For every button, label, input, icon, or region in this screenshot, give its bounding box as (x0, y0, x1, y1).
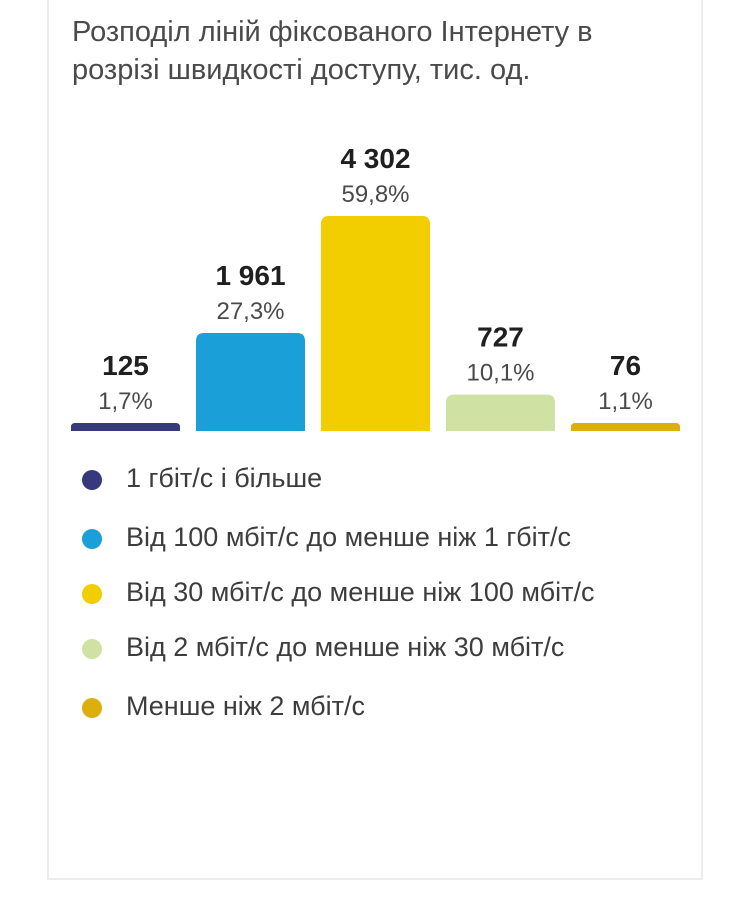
chart-legend: 1 гбіт/с і більше Від 100 мбіт/с до менше… (82, 462, 642, 723)
legend-item-2: Від 100 мбіт/с до менше ніж 1 гбіт/с (82, 521, 642, 554)
legend-swatch-icon (82, 698, 102, 718)
bar-4 (446, 394, 555, 431)
chart-panel (47, 0, 703, 880)
legend-item-4: Від 2 мбіт/с до менше ніж 30 мбіт/с (82, 631, 642, 664)
value-label-1: 125 (102, 350, 149, 381)
legend-item-1: 1 гбіт/с і більше (82, 462, 642, 495)
chart-title: Розподіл ліній фіксованого Інтернету в р… (72, 16, 593, 86)
value-label-5: 76 (610, 350, 641, 381)
bar-3 (321, 216, 430, 431)
bar-chart: 1,7% 125 27,3% 1 961 59,8% 4 302 10,1% 727 1,1% 7… (71, 143, 680, 431)
value-label-4: 727 (477, 322, 524, 353)
legend-swatch-icon (82, 584, 102, 604)
bar-2 (196, 332, 305, 431)
bar-1 (71, 423, 180, 431)
legend-label: Від 100 мбіт/с до менше ніж 1 гбіт/с (126, 522, 572, 552)
percent-label-3: 59,8% (341, 181, 409, 208)
legend-swatch-icon (82, 529, 102, 549)
percent-label-4: 10,1% (466, 360, 534, 387)
legend-item-3: Від 30 мбіт/с до менше ніж 100 мбіт/с (82, 576, 642, 609)
bar-5 (571, 423, 680, 431)
legend-label: Менше ніж 2 мбіт/с (126, 691, 365, 721)
percent-label-1: 1,7% (98, 388, 153, 415)
percent-label-5: 1,1% (598, 388, 653, 415)
legend-label: Від 30 мбіт/с до менше ніж 100 мбіт/с (126, 577, 595, 607)
value-label-2: 1 961 (215, 260, 285, 291)
legend-swatch-icon (82, 639, 102, 659)
value-label-3: 4 302 (340, 143, 410, 174)
legend-label: Від 2 мбіт/с до менше ніж 30 мбіт/с (126, 632, 565, 662)
legend-label: 1 гбіт/с і більше (126, 463, 323, 493)
legend-swatch-icon (82, 470, 102, 490)
percent-label-2: 27,3% (216, 298, 284, 325)
legend-item-5: Менше ніж 2 мбіт/с (82, 690, 642, 723)
